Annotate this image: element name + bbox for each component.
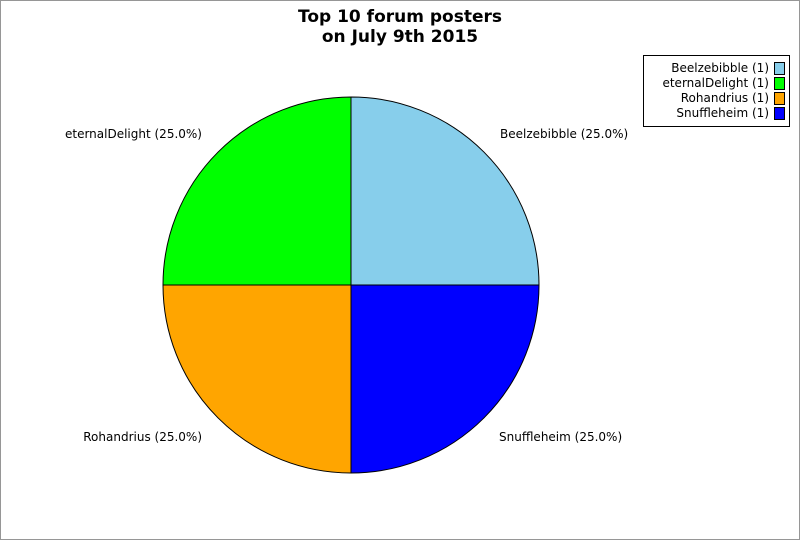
slice-label-beelzebibble: Beelzebibble (25.0%)	[500, 127, 629, 141]
slice-label-snuffleheim: Snuffleheim (25.0%)	[499, 430, 623, 444]
legend-item: eternalDelight (1)	[649, 76, 785, 91]
pie-slice-rohandrius	[162, 284, 352, 474]
pie-slice-snuffleheim	[350, 284, 540, 474]
legend-item: Beelzebibble (1)	[649, 61, 785, 76]
legend-item-label: Beelzebibble (1)	[671, 61, 769, 75]
legend-item-label: Snuffleheim (1)	[676, 106, 769, 120]
legend-item-label: Rohandrius (1)	[680, 91, 769, 105]
legend: Beelzebibble (1) eternalDelight (1) Roha…	[643, 55, 790, 127]
legend-swatch	[774, 92, 785, 105]
legend-item-label: eternalDelight (1)	[662, 76, 769, 90]
pie-slice-beelzebibble	[350, 96, 540, 286]
slice-label-eternaldelight: eternalDelight (25.0%)	[64, 127, 202, 141]
chart-title: Top 10 forum posters on July 9th 2015	[1, 7, 799, 47]
legend-swatch	[774, 107, 785, 120]
slice-label-rohandrius: Rohandrius (25.0%)	[83, 430, 202, 444]
legend-item: Rohandrius (1)	[649, 91, 785, 106]
pie-slice-eternaldelight	[162, 96, 352, 286]
chart-title-line2: on July 9th 2015	[321, 27, 479, 47]
legend-swatch	[774, 62, 785, 75]
legend-item: Snuffleheim (1)	[649, 106, 785, 121]
chart-title-line1: Top 10 forum posters	[298, 7, 502, 27]
legend-swatch	[774, 77, 785, 90]
